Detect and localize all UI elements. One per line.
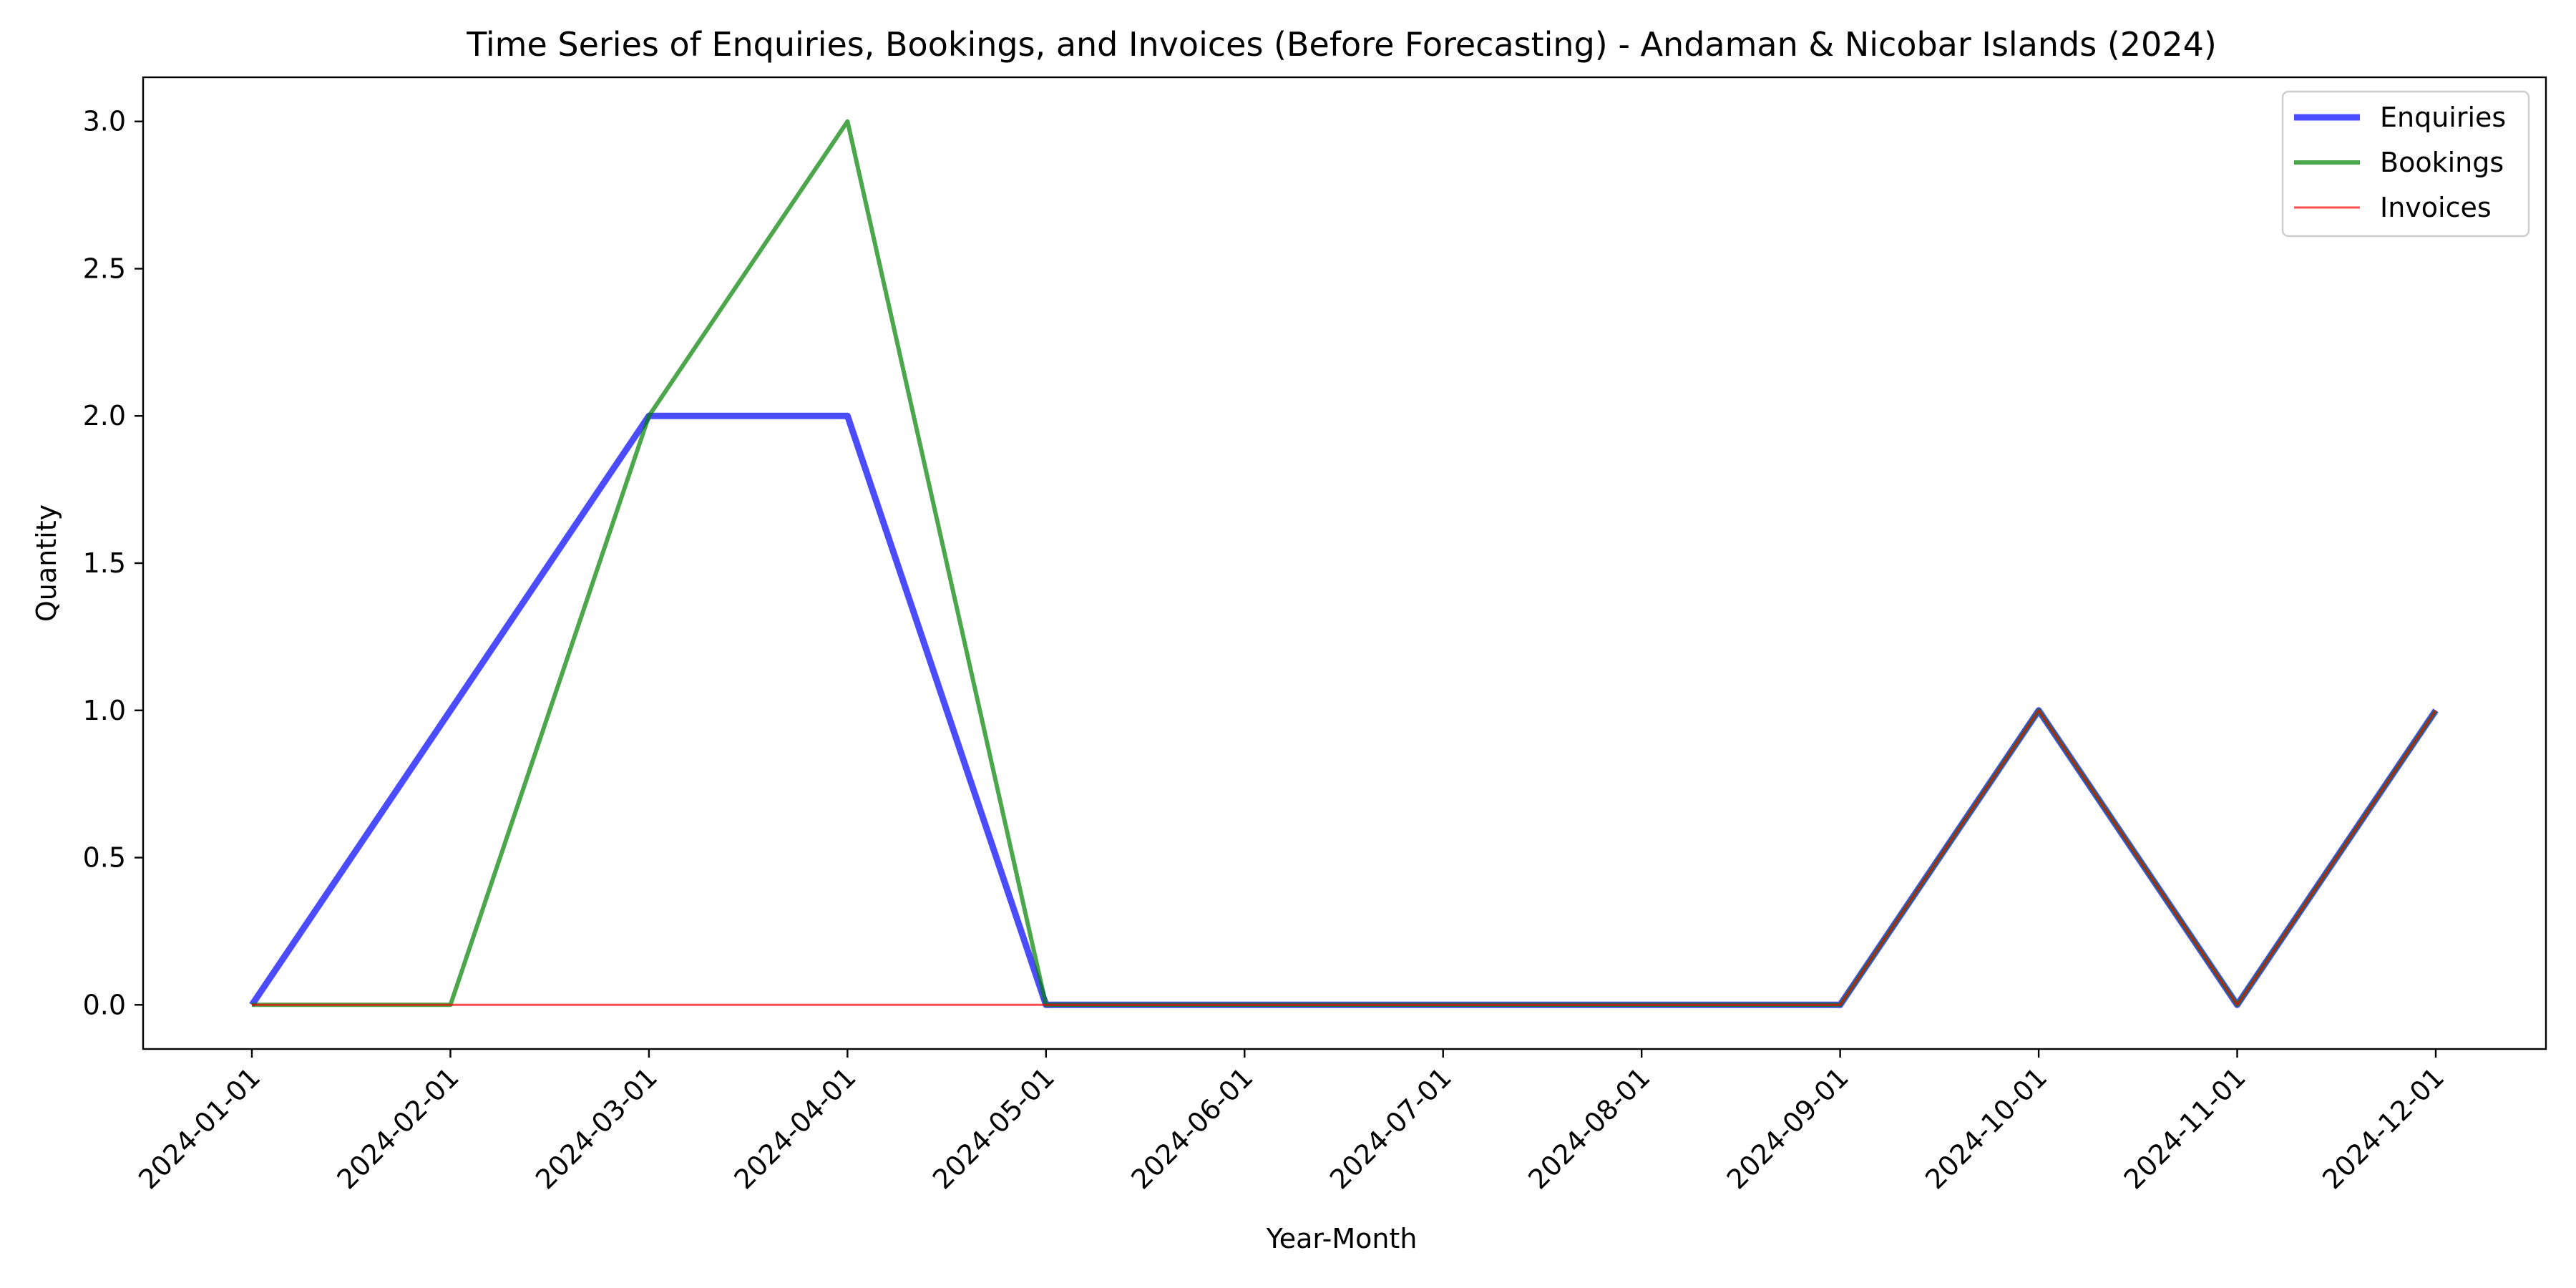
- series-line-invoices: [252, 709, 2437, 1006]
- chart-title: Time Series of Enquiries, Bookings, and …: [466, 25, 2217, 64]
- y-tick-label: 3.0: [83, 106, 126, 137]
- y-tick-label: 1.0: [83, 695, 126, 726]
- legend: Enquiries Bookings Invoices: [2281, 90, 2530, 238]
- y-tick-label: 0.0: [83, 989, 126, 1020]
- legend-label-enquiries: Enquiries: [2380, 102, 2506, 133]
- x-axis-title: Year-Month: [1266, 1223, 1418, 1254]
- y-tick-label: 2.0: [83, 400, 126, 431]
- legend-label-bookings: Bookings: [2380, 147, 2504, 178]
- legend-label-invoices: Invoices: [2380, 192, 2492, 223]
- y-axis: 0.0 0.5 1.0 1.5 2.0 2.5 3.0: [83, 106, 143, 1020]
- plot-area: [142, 76, 2547, 1050]
- y-tick-label: 2.5: [83, 253, 126, 284]
- legend-items: Enquiries Bookings Invoices: [2294, 102, 2506, 223]
- y-tick-label: 1.5: [83, 547, 126, 579]
- legend-frame: [2281, 90, 2530, 238]
- y-tick-label: 0.5: [83, 842, 126, 874]
- series-lines: [249, 119, 2439, 1008]
- y-axis-title: Quantity: [31, 504, 62, 622]
